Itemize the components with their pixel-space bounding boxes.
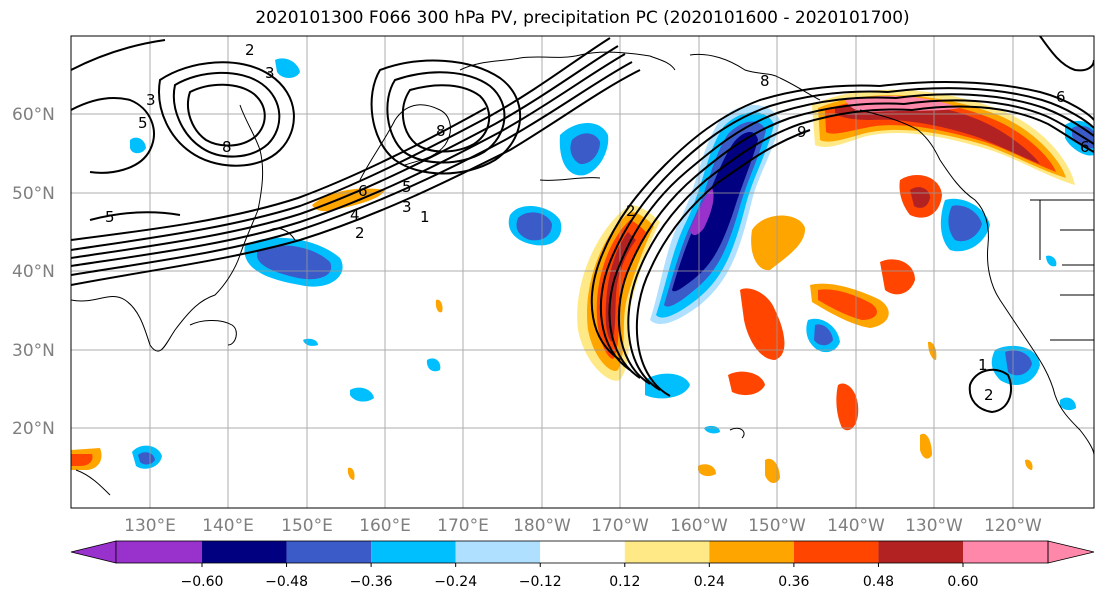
colorbar-swatch [116, 541, 202, 563]
lat-label: 40°N [12, 262, 55, 282]
lon-label: 140°W [827, 516, 885, 536]
lon-label: 130°W [905, 516, 963, 536]
colorbar-swatch [793, 541, 879, 563]
colorbar-labels: −0.60 −0.48 −0.36 −0.24 −0.12 0.12 0.24 0.36 0.4… [181, 563, 979, 590]
contour-label: 5 [105, 208, 115, 226]
lon-label: 170°E [437, 516, 489, 536]
contour-label: 5 [402, 178, 412, 196]
colorbar-extend-right [1047, 540, 1095, 564]
colorbar-label: −0.60 [181, 574, 224, 590]
contour-label: 4 [350, 206, 360, 224]
lat-label: 50°N [12, 184, 55, 204]
colorbar-swatch [878, 541, 963, 563]
contour-label: 2 [245, 41, 255, 59]
contour-label: 8 [760, 72, 770, 90]
contour-label: 2 [355, 224, 365, 242]
coastlines [71, 51, 1094, 496]
latitude-labels: 60°N 50°N 40°N 30°N 20°N [12, 105, 55, 439]
lon-label: 130°E [124, 516, 176, 536]
lon-label: 180°W [513, 516, 571, 536]
colorbar-label: −0.12 [519, 574, 562, 590]
contour-label: 2 [626, 202, 636, 220]
colorbar-swatch [455, 541, 541, 563]
contour-label: 1 [420, 208, 430, 226]
contour-label: 9 [797, 123, 807, 141]
map-frame [70, 35, 1095, 509]
pv-contours [71, 36, 1094, 414]
colorbar-label: 0.12 [609, 574, 640, 590]
colorbar-label: 0.60 [947, 574, 978, 590]
contour-label: 3 [265, 64, 275, 82]
colorbar-swatch [371, 541, 456, 563]
lon-label: 150°E [281, 516, 333, 536]
colorbar-swatch [202, 541, 287, 563]
chart-title: 2020101300 F066 300 hPa PV, precipitatio… [255, 8, 910, 28]
lat-label: 60°N [12, 105, 55, 125]
contour-labels: 2 3 5 6 5 4 3 2 1 8 8 8 9 2 6 6 5 1 2 3 [105, 41, 1090, 404]
lon-label: 150°W [748, 516, 806, 536]
colorbar-swatch [286, 541, 372, 563]
colorbar-swatch [709, 541, 794, 563]
contour-label: 5 [138, 114, 148, 132]
colorbar-label: −0.48 [265, 574, 308, 590]
colorbar-outline [115, 540, 1049, 564]
colorbar-swatch [540, 541, 625, 563]
contour-label: 8 [436, 122, 446, 140]
lon-label: 120°W [984, 516, 1042, 536]
contour-label: 6 [1080, 138, 1090, 156]
colorbar-label: 0.36 [778, 574, 809, 590]
lat-label: 30°N [12, 341, 55, 361]
colorbar-label: 0.24 [694, 574, 725, 590]
lon-label: 160°W [670, 516, 728, 536]
contour-label: 3 [146, 91, 156, 109]
colorbar [70, 540, 1095, 564]
colorbar-label: −0.36 [350, 574, 393, 590]
contour-label: 8 [222, 138, 232, 156]
lon-label: 140°E [202, 516, 254, 536]
contour-label: 3 [402, 198, 412, 216]
contour-label: 2 [984, 386, 994, 404]
contour-label: 6 [358, 182, 368, 200]
colorbar-extend-left [70, 540, 117, 564]
contour-label: 1 [978, 356, 988, 374]
lon-label: 170°W [591, 516, 649, 536]
colorbar-swatch [963, 541, 1048, 563]
contour-label: 6 [1056, 88, 1066, 106]
colorbar-swatch [624, 541, 710, 563]
colorbar-label: 0.48 [863, 574, 894, 590]
longitude-labels: 130°E 140°E 150°E 160°E 170°E 180°W 170°… [124, 516, 1042, 536]
graticule [71, 36, 1094, 508]
colorbar-label: −0.24 [434, 574, 477, 590]
lat-label: 20°N [12, 419, 55, 439]
lon-label: 160°E [359, 516, 411, 536]
